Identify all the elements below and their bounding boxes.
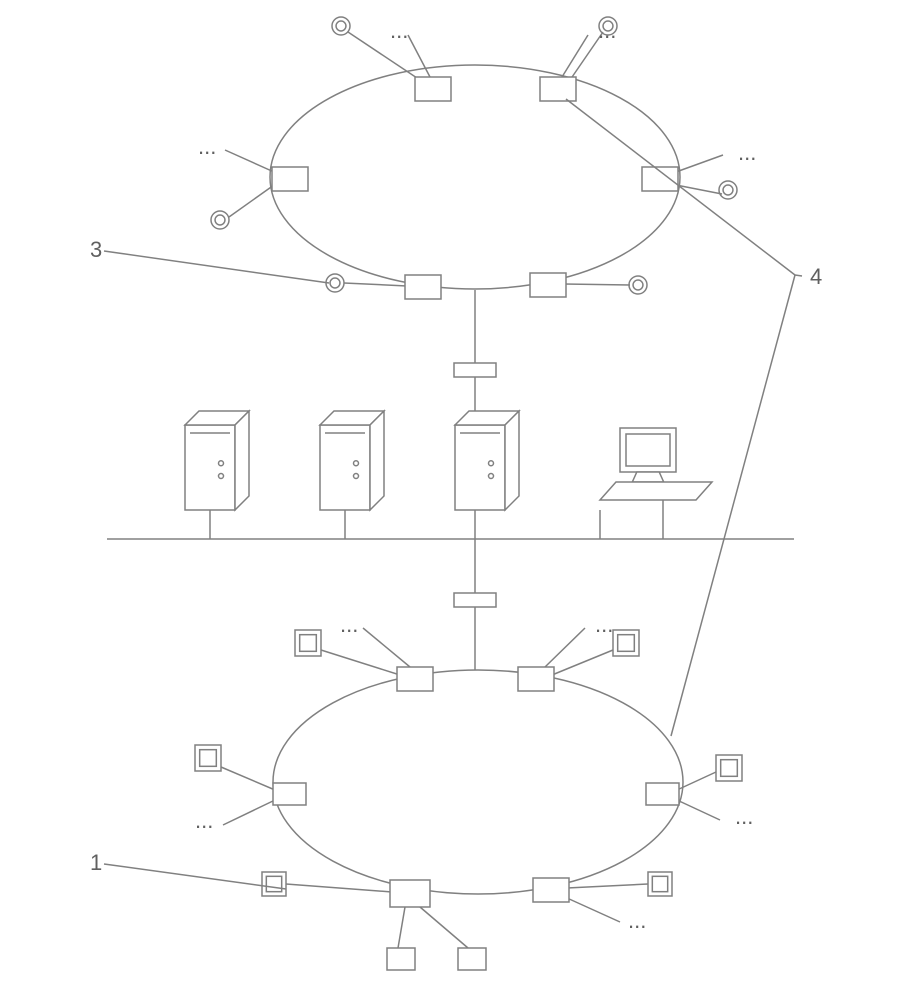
svg-text:...: ... [628, 908, 646, 933]
svg-text:...: ... [195, 808, 213, 833]
svg-text:...: ... [390, 18, 408, 43]
svg-text:...: ... [738, 140, 756, 165]
svg-text:3: 3 [90, 237, 102, 262]
svg-text:...: ... [340, 612, 358, 637]
svg-text:1: 1 [90, 850, 102, 875]
svg-text:...: ... [598, 18, 616, 43]
middle-bus [107, 290, 794, 670]
svg-text:...: ... [595, 612, 613, 637]
bottom-ring: ............... [195, 612, 753, 970]
svg-text:4: 4 [810, 264, 822, 289]
svg-text:...: ... [735, 804, 753, 829]
diagram-canvas: ........................... 3 4 1 [0, 0, 901, 1000]
top-ring: ............ [198, 17, 756, 299]
svg-text:...: ... [198, 134, 216, 159]
